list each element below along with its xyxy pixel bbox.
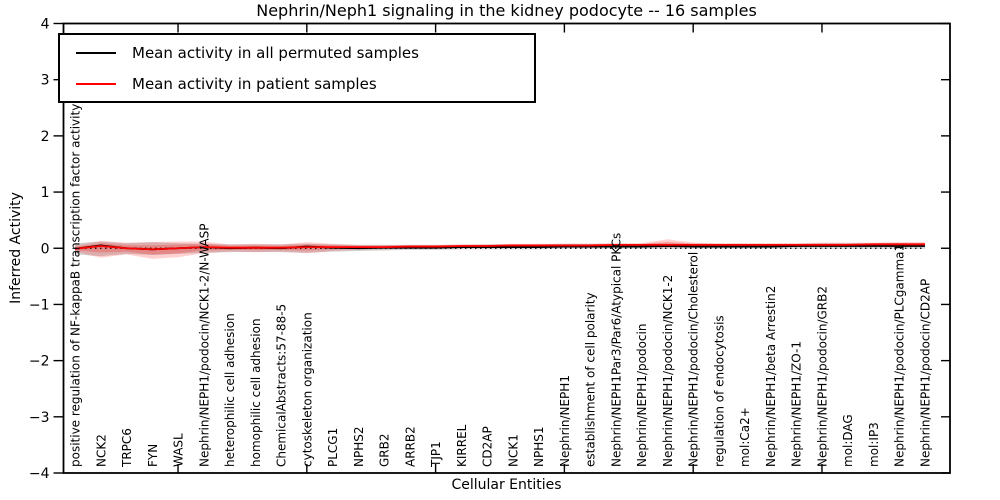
legend-item-permuted: Mean activity in all permuted samples — [76, 44, 534, 62]
patient-mean-line — [74, 243, 925, 251]
y-tick-label: 2 — [41, 129, 50, 145]
y-tick-label: 0 — [41, 241, 50, 257]
x-tick-label: cytoskeleton organization — [300, 312, 314, 467]
y-tick-label: 1 — [41, 185, 50, 201]
x-tick-label: Nephrin/NEPH1/podocin/PLCgamma1 — [893, 244, 907, 467]
x-tick-label: ChemicalAbstracts:57-88-5 — [275, 304, 289, 467]
x-tick-label: Nephrin/NEPH1Par3/Par6/Atypical PKCs — [609, 233, 623, 467]
x-axis-label: Cellular Entities — [451, 477, 562, 493]
x-tick-label: homophilic cell adhesion — [249, 318, 263, 467]
x-tick-label: CD2AP — [481, 426, 495, 467]
x-tick-label: Nephrin/NEPH1/podocin/Cholesterol — [687, 252, 701, 467]
x-tick-label: NPHS1 — [532, 427, 546, 468]
x-tick-label: GRB2 — [378, 433, 392, 467]
legend: Mean activity in all permuted samples Me… — [58, 33, 536, 103]
x-tick-label: heterophilic cell adhesion — [223, 313, 237, 467]
x-tick-label: PLCG1 — [326, 428, 340, 467]
legend-label-patient: Mean activity in patient samples — [132, 74, 377, 93]
x-tick-label: WASL — [172, 433, 186, 467]
x-tick-label: NCK2 — [94, 434, 108, 467]
y-tick-label: −4 — [29, 466, 50, 482]
x-tick-label: Nephrin/NEPH1/podocin — [635, 324, 649, 467]
x-tick-label: FYN — [146, 444, 160, 467]
x-tick-label: regulation of endocytosis — [712, 315, 726, 467]
x-tick-label: ARRB2 — [403, 426, 417, 467]
x-tick-label: Nephrin/NEPH1 — [558, 375, 572, 467]
x-tick-label: TJP1 — [429, 441, 443, 468]
x-tick-label: Nephrin/NEPH1/podocin/CD2AP — [919, 279, 933, 467]
x-tick-label: positive regulation of NF-kappaB transcr… — [69, 104, 83, 467]
legend-label-permuted: Mean activity in all permuted samples — [132, 43, 419, 62]
y-tick-label: 3 — [41, 73, 50, 89]
x-tick-label: TRPC6 — [120, 428, 134, 468]
x-tick-label: mol:DAG — [841, 414, 855, 467]
legend-item-patient: Mean activity in patient samples — [76, 75, 534, 93]
y-tick-label: 4 — [41, 17, 50, 33]
x-tick-label: Nephrin/NEPH1/ZO-1 — [790, 341, 804, 467]
x-tick-label: KIRREL — [455, 424, 469, 467]
y-tick-label: −3 — [29, 410, 50, 426]
x-tick-label: establishment of cell polarity — [584, 292, 598, 467]
x-tick-label: Nephrin/NEPH1/beta Arrestin2 — [764, 286, 778, 467]
y-tick-label: −2 — [29, 354, 50, 370]
x-tick-label: mol:Ca2+ — [738, 407, 752, 467]
x-tick-label: Nephrin/NEPH1/podocin/NCK1-2 — [661, 275, 675, 467]
y-axis-label: Inferred Activity — [8, 192, 24, 304]
x-tick-label: Nephrin/NEPH1/podocin/NCK1-2/N-WASP — [197, 224, 211, 467]
x-tick-label: NCK1 — [506, 434, 520, 467]
permuted-line-swatch — [76, 51, 116, 54]
y-tick-label: −1 — [29, 297, 50, 313]
chart-title: Nephrin/Neph1 signaling in the kidney po… — [256, 1, 757, 20]
patient-line-swatch — [76, 82, 116, 85]
x-tick-label: Nephrin/NEPH1/podocin/GRB2 — [815, 286, 829, 467]
x-tick-label: mol:IP3 — [867, 422, 881, 467]
x-tick-label: NPHS2 — [352, 427, 366, 468]
